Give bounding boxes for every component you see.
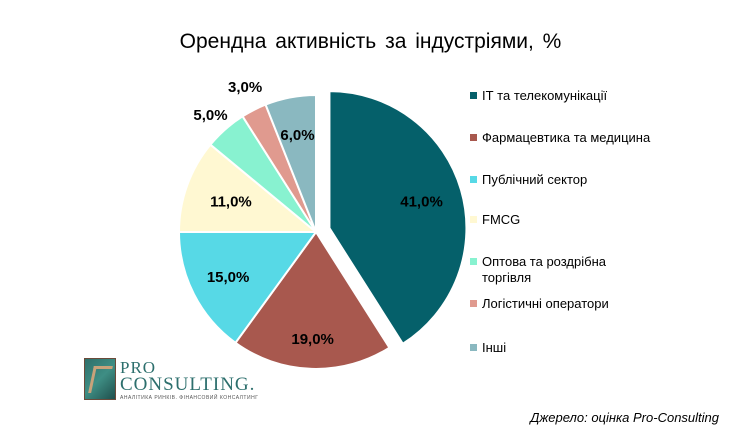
logo-tagline: АНАЛІТИКА РИНКІВ. ФІНАНСОВИЙ КОНСАЛТИНГ <box>120 395 259 401</box>
slice-label-fmcg: 11,0% <box>210 193 252 210</box>
legend-swatch-retail <box>470 258 477 265</box>
legend-label-it: ІТ та телекомунікації <box>482 88 608 103</box>
legend-swatch-pharma <box>470 134 477 141</box>
logo-mark-icon <box>84 358 116 400</box>
legend-label-logistics: Логістичні оператори <box>482 296 609 311</box>
legend-label-fmcg: FMCG <box>482 212 521 227</box>
pro-consulting-logo: PRO CONSULTING. АНАЛІТИКА РИНКІВ. ФІНАНС… <box>84 358 258 402</box>
slice-label-public: 15,0% <box>207 269 250 286</box>
legend-label-public: Публічний сектор <box>482 172 588 187</box>
source-note: Джерело: оцінка Pro-Consulting <box>530 410 719 425</box>
pie-slice-public <box>177 231 318 345</box>
pie-slice-fmcg <box>177 143 319 233</box>
legend-label-retail: Оптова та роздрібна торгівля <box>482 254 606 285</box>
chart-title: Орендна активність за індустріями, % <box>179 30 562 53</box>
slice-label-pharma: 19,0% <box>291 331 334 348</box>
slice-label-other: 6,0% <box>280 127 314 144</box>
slice-label-it: 41,0% <box>400 193 443 210</box>
legend-label-other: Інші <box>482 340 507 355</box>
logo-text-consulting: CONSULTING. <box>120 374 256 395</box>
legend-swatch-fmcg <box>470 216 477 223</box>
legend-swatch-logistics <box>470 300 477 307</box>
legend-swatch-it <box>470 92 477 99</box>
logo-text-pro: PRO <box>120 358 157 377</box>
legend-swatch-other <box>470 344 477 351</box>
pie-slice-other <box>264 93 317 233</box>
slice-label-retail: 5,0% <box>193 107 227 124</box>
slice-label-logistics: 3,0% <box>228 79 262 96</box>
pie-slice-it <box>328 90 468 346</box>
pie-slice-pharma <box>234 230 391 370</box>
legend-swatch-public <box>470 176 477 183</box>
legend-label-pharma: Фармацевтика та медицина <box>482 130 651 145</box>
